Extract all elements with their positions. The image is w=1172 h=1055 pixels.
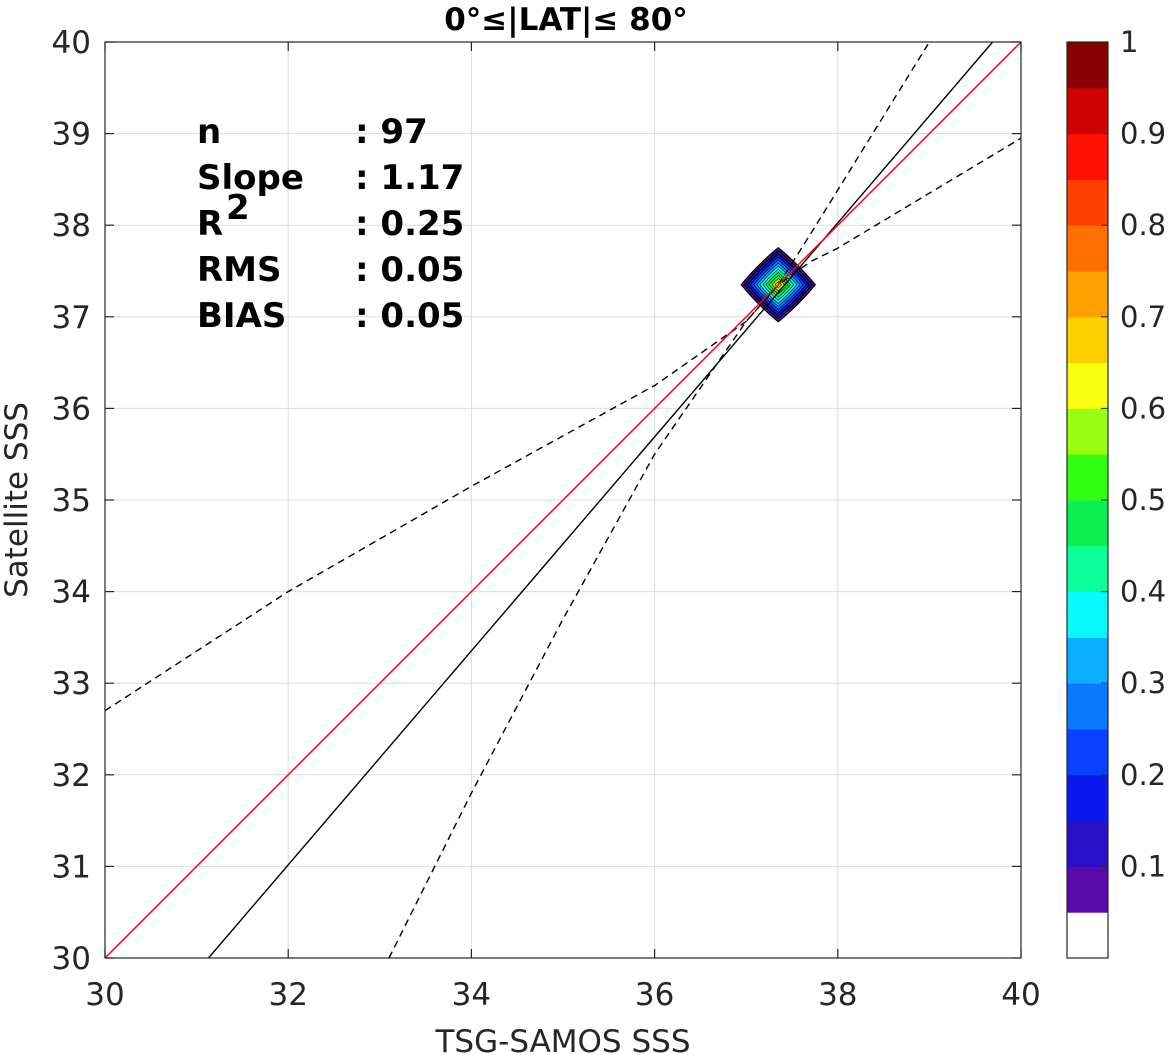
y-tick-label: 31 (52, 849, 91, 885)
stat-label: Slope (197, 158, 304, 198)
y-tick-label: 32 (52, 758, 91, 794)
colorbar-segment (1067, 637, 1108, 684)
grid-lines (104, 41, 1022, 959)
colorbar-segment (1067, 591, 1108, 638)
x-tick-label: 34 (452, 977, 491, 1013)
stat-label: RMS (197, 250, 282, 290)
colorbar-tick-label: 0.8 (1120, 208, 1166, 242)
x-tick-label: 32 (268, 977, 307, 1013)
y-tick-label: 35 (52, 483, 91, 519)
colorbar-tick-label: 0.1 (1120, 849, 1166, 883)
stat-value: : 0.25 (355, 204, 464, 244)
colorbar-segment (1067, 362, 1108, 409)
colorbar-segment (1067, 912, 1108, 959)
y-tick-label: 33 (52, 666, 91, 702)
colorbar-segment (1067, 866, 1108, 913)
colorbar-segment (1067, 316, 1108, 364)
y-tick-label: 39 (52, 117, 91, 153)
fit-lines (105, 42, 1021, 958)
y-tick-label: 38 (52, 208, 91, 244)
x-tick-label: 40 (1001, 977, 1040, 1013)
stat-value: : 0.05 (355, 296, 464, 336)
colorbar-tick-label: 0.6 (1120, 391, 1166, 425)
colorbar-tick-labels: 0.1 0.2 0.3 0.4 0.5 0.6 0.7 0.8 0.9 1 (1101, 25, 1166, 883)
colorbar-tick-label: 0.9 (1120, 117, 1166, 151)
stat-label: BIAS (197, 296, 286, 336)
colorbar-segment (1067, 545, 1108, 593)
stat-label: R (197, 204, 223, 244)
colorbar-segment (1067, 500, 1108, 547)
colorbar-tick-label: 0.7 (1120, 300, 1166, 334)
colorbar-segment (1067, 774, 1108, 822)
colorbar-segment (1067, 454, 1108, 501)
y-tick-labels: 30 31 32 33 34 35 36 37 38 39 40 (52, 25, 91, 977)
colorbar-tick-label: 0.2 (1120, 758, 1166, 792)
colorbar-tick-label: 1 (1120, 25, 1138, 59)
x-axis-label: TSG-SAMOS SSS (435, 1024, 691, 1055)
stat-value: : 1.17 (355, 158, 464, 198)
stat-value: : 97 (355, 112, 428, 152)
stat-label: n (197, 112, 221, 152)
colorbar-segment (1067, 225, 1108, 272)
y-tick-label: 37 (52, 300, 91, 336)
y-tick-label: 40 (52, 25, 91, 61)
x-tick-label: 30 (85, 977, 124, 1013)
one-to-one-line (105, 42, 1021, 958)
x-tick-label: 38 (818, 977, 857, 1013)
stat-value: : 0.05 (355, 250, 464, 290)
regression-line (207, 42, 994, 958)
colorbar-segment (1067, 87, 1108, 135)
colorbar-segment (1067, 179, 1108, 226)
stat-superscript: 2 (226, 188, 250, 228)
y-tick-label: 30 (52, 941, 91, 977)
x-tick-labels: 30 32 34 36 38 40 (85, 977, 1040, 1013)
colorbar-segment (1067, 408, 1108, 455)
y-tick-label: 34 (52, 575, 91, 611)
colorbar-segment (1067, 683, 1108, 730)
colorbar-segment (1067, 42, 1108, 89)
upper-confidence-line (105, 137, 1021, 712)
colorbar-segment (1067, 820, 1108, 867)
x-tick-label: 36 (635, 977, 674, 1013)
colorbar-tick-label: 0.5 (1120, 483, 1166, 517)
colorbar-tick-label: 0.4 (1120, 575, 1166, 609)
colorbar-tick-label: 0.3 (1120, 666, 1166, 700)
colorbar-segment (1067, 271, 1108, 318)
chart-title: 0°≤|LAT|≤ 80° (444, 2, 688, 38)
axis-ticks (104, 41, 1022, 959)
colorbar (1066, 41, 1109, 959)
lower-confidence-line (388, 42, 930, 958)
colorbar-segment (1067, 133, 1108, 180)
colorbar-segment (1067, 729, 1108, 776)
y-axis-label: Satellite SSS (0, 402, 35, 598)
statistics-box: n : 97 Slope : 1.17 R 2 : 0.25 RMS : 0.05 BIAS : 0… (197, 112, 464, 336)
y-tick-label: 36 (52, 391, 91, 427)
